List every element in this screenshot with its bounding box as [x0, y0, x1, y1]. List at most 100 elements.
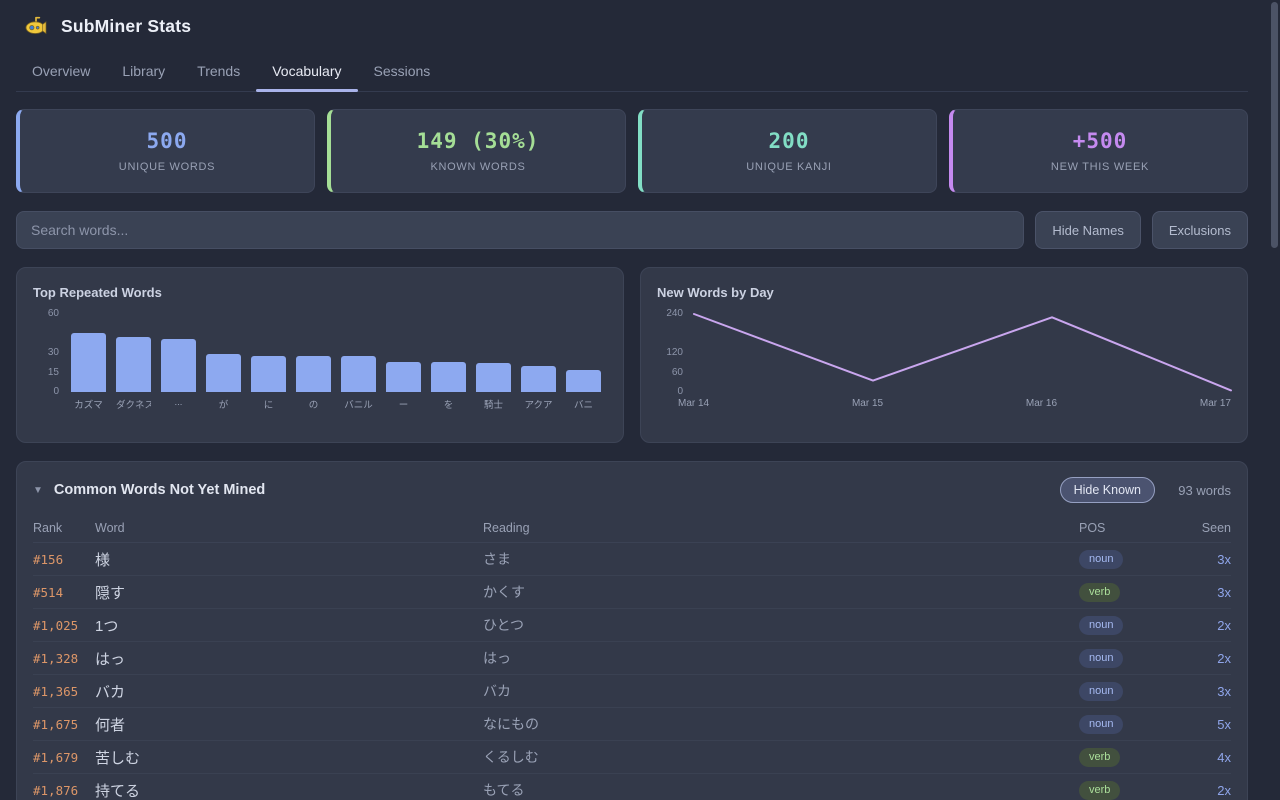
vocab-table-title: Common Words Not Yet Mined [53, 482, 266, 498]
table-row[interactable]: #1,876 持てる もてる verb 2x [33, 774, 1231, 800]
stat-label: KNOWN WORDS [430, 161, 526, 173]
bar-... [161, 339, 196, 392]
toolbar: Hide Names Exclusions [16, 211, 1248, 249]
stat-card-known-words: 149 (30%) KNOWN WORDS [327, 109, 626, 193]
pos-badge-noun: noun [1079, 649, 1124, 668]
vocab-rows: #156 様 さま noun 3x #514 隠す かくす verb 3x #1,025 1つ ひとつ n… [33, 543, 1231, 800]
bar-バニル [341, 356, 376, 392]
table-row[interactable]: #1,679 苦しむ くるしむ verb 4x [33, 741, 1231, 774]
reading-cell: ひとつ [483, 617, 525, 633]
reading-cell: かくす [483, 584, 525, 600]
tab-vocabulary[interactable]: Vocabulary [256, 51, 358, 92]
y-tick-label: 0 [53, 386, 59, 397]
x-tick-label: の [308, 400, 319, 411]
table-row[interactable]: #156 様 さま noun 3x [33, 543, 1231, 576]
pos-badge-noun: noun [1079, 682, 1124, 701]
line-chart-card: New Words by Day 240 120 60 0 Mar 14 Mar 15 M… [640, 267, 1248, 443]
table-row[interactable]: #514 隠す かくす verb 3x [33, 576, 1231, 609]
x-tick-label: Mar 15 [851, 398, 884, 409]
bar-ー [386, 362, 421, 392]
x-tick-label: バニ [573, 400, 593, 411]
pos-cell: noun [1079, 681, 1191, 701]
bar-アクア [521, 366, 556, 392]
bar-を [431, 362, 466, 392]
x-tick-label: Mar 14 [678, 398, 710, 409]
column-header-rank: Rank [33, 521, 63, 535]
word-cell: 様 [95, 551, 111, 569]
vocab-table-header: ▼ Common Words Not Yet Mined Hide Known … [33, 462, 1231, 514]
y-tick-label: 0 [677, 386, 683, 397]
rank-cell: #156 [33, 551, 64, 567]
stat-value: 200 [768, 129, 810, 153]
stat-card-new-this-week: +500 NEW THIS WEEK [949, 109, 1248, 193]
x-tick-label: 騎士 [483, 400, 503, 411]
stat-label: UNIQUE WORDS [118, 161, 216, 173]
column-header-word: Word [95, 521, 125, 535]
pos-cell: noun [1079, 549, 1191, 569]
rank-cell: #514 [33, 584, 64, 600]
bar-chart-title: Top Repeated Words [33, 285, 162, 300]
seen-cell: 3x [1217, 683, 1231, 699]
stat-card-unique-kanji: 200 UNIQUE KANJI [638, 109, 937, 193]
rank-cell: #1,679 [33, 749, 79, 765]
seen-cell: 2x [1217, 650, 1231, 666]
bar-chart-y-axis: 60 30 15 0 [17, 308, 59, 397]
y-tick-label: 60 [671, 367, 683, 378]
seen-cell: 3x [1217, 584, 1231, 600]
bar-カズマ [71, 333, 106, 392]
stat-value: 149 (30%) [416, 129, 540, 153]
reading-cell: なにもの [483, 716, 539, 732]
x-tick-label: ... [174, 397, 183, 408]
collapse-triangle-icon[interactable]: ▼ [33, 484, 43, 496]
tab-bar: Overview Library Trends Vocabulary Sessions [16, 51, 1248, 92]
table-row[interactable]: #1,025 1つ ひとつ noun 2x [33, 609, 1231, 642]
pos-cell: noun [1079, 615, 1191, 635]
line-chart-x-labels: Mar 14 Mar 15 Mar 16 Mar 17 [678, 398, 1231, 409]
tab-overview[interactable]: Overview [32, 63, 91, 79]
hide-known-toggle[interactable]: Hide Known [1059, 477, 1155, 503]
search-input[interactable] [16, 211, 1025, 249]
vocab-column-headers: Rank Word Reading POS Seen [33, 514, 1231, 543]
word-cell: バカ [95, 683, 126, 701]
tab-trends[interactable]: Trends [197, 63, 241, 79]
rank-cell: #1,025 [33, 617, 79, 633]
word-cell: はっ [95, 650, 126, 668]
table-row[interactable]: #1,328 はっ はっ noun 2x [33, 642, 1231, 675]
submarine-icon [25, 16, 47, 35]
column-header-seen: Seen [1201, 521, 1231, 535]
x-tick-label: ー [398, 400, 409, 411]
seen-cell: 5x [1217, 716, 1231, 732]
pos-badge-noun: noun [1079, 616, 1124, 635]
exclusions-button[interactable]: Exclusions [1151, 211, 1248, 249]
pos-badge-verb: verb [1079, 781, 1121, 800]
page-title: SubMiner Stats [61, 15, 192, 36]
bar-バニ [566, 370, 601, 392]
bar-騎士 [476, 363, 511, 392]
hide-names-button[interactable]: Hide Names [1035, 211, 1141, 249]
word-cell: 持てる [95, 782, 141, 800]
table-row[interactable]: #1,365 バカ バカ noun 3x [33, 675, 1231, 708]
bar-の [296, 356, 331, 392]
bar-chart-plot [71, 314, 601, 392]
reading-cell: さま [483, 551, 511, 567]
seen-cell: 2x [1217, 782, 1231, 798]
stat-card-unique-words: 500 UNIQUE WORDS [16, 109, 315, 193]
stat-label: NEW THIS WEEK [1050, 161, 1150, 173]
rank-cell: #1,876 [33, 782, 79, 798]
word-count: 93 words [1178, 482, 1231, 498]
vocab-table-card: ▼ Common Words Not Yet Mined Hide Known … [16, 461, 1248, 800]
scrollbar-thumb[interactable] [1271, 2, 1278, 248]
x-tick-label: Mar 16 [1025, 398, 1058, 409]
table-row[interactable]: #1,675 何者 なにもの noun 5x [33, 708, 1231, 741]
stat-value: 500 [146, 129, 188, 153]
pos-cell: noun [1079, 714, 1191, 734]
pos-badge-verb: verb [1079, 748, 1121, 767]
tab-sessions[interactable]: Sessions [373, 63, 431, 79]
y-tick-label: 120 [666, 347, 683, 358]
stat-value: +500 [1072, 129, 1128, 153]
word-cell: 何者 [95, 716, 126, 734]
app-header: SubMiner Stats [16, 0, 1248, 39]
stat-label: UNIQUE KANJI [746, 161, 832, 173]
tab-library[interactable]: Library [122, 63, 166, 79]
